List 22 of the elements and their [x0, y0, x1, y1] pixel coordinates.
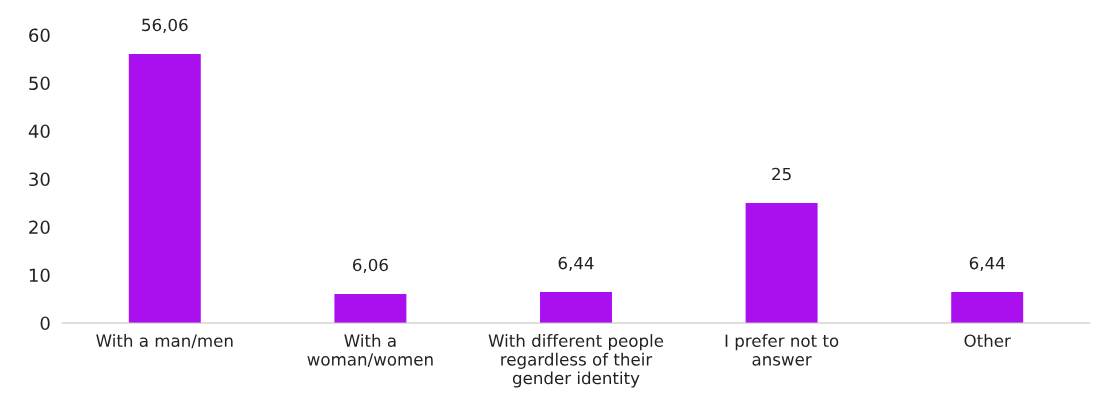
y-tick-label: 60: [29, 28, 50, 43]
x-tick-label: Other: [964, 334, 1011, 348]
y-tick-label: 40: [28, 124, 50, 139]
data-label: 6,06: [353, 258, 388, 273]
y-tick-label: 30: [29, 172, 50, 187]
x-tick-label: With different people regardless of their gender identity: [488, 334, 664, 388]
y-tick-label: 10: [29, 268, 50, 283]
x-tick-label: With a woman/women: [307, 334, 433, 367]
y-tick-label: 20: [29, 220, 50, 235]
data-label: 25: [772, 167, 791, 181]
data-label: 56,06: [142, 18, 188, 33]
bar: [951, 292, 1024, 323]
y-tick-label: 50: [29, 76, 50, 91]
x-tick-label: With a man/men: [96, 334, 233, 349]
bar: [128, 53, 201, 323]
bar: [540, 292, 612, 323]
bar: [745, 203, 818, 323]
data-label: 6,44: [558, 256, 594, 272]
data-label: 6,44: [969, 256, 1005, 272]
y-tick-label: 0: [40, 316, 50, 331]
bar: [334, 293, 407, 323]
x-tick-label: I prefer not to answer: [725, 334, 839, 366]
